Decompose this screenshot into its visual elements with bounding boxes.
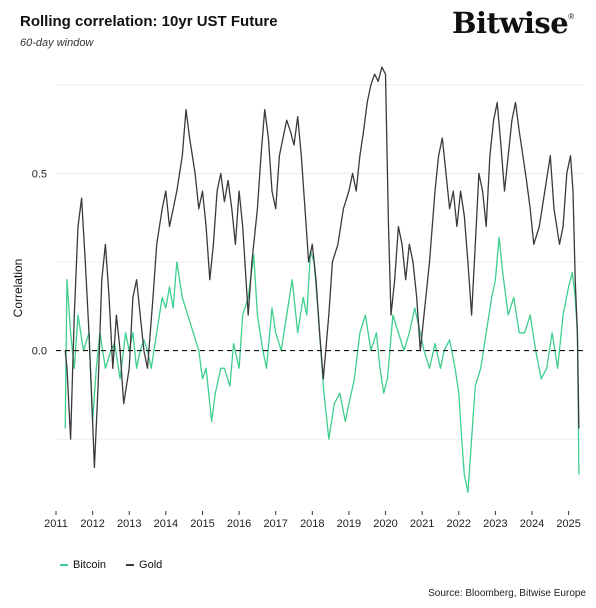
legend: Bitcoin Gold: [60, 559, 174, 571]
grid-layer: [56, 84, 584, 440]
series-line-gold: [64, 66, 580, 469]
x-tick-label: 2019: [337, 518, 361, 530]
x-tick-label: 2015: [190, 518, 214, 530]
x-tick-label: 2023: [483, 518, 507, 530]
x-tick-label: 2021: [410, 518, 434, 530]
x-tick-label: 2012: [80, 518, 104, 530]
x-tick-label: 2020: [373, 518, 397, 530]
legend-item-bitcoin: Bitcoin: [60, 559, 106, 571]
legend-label-gold: Gold: [139, 559, 163, 571]
legend-key-bitcoin: [60, 564, 68, 566]
x-tick-label: 2016: [227, 518, 251, 530]
x-tick-label: 2017: [263, 518, 287, 530]
legend-item-gold: Gold: [126, 559, 162, 571]
legend-label-bitcoin: Bitcoin: [73, 559, 107, 571]
x-tick-label: 2024: [520, 518, 544, 530]
x-tick-label: 2018: [300, 518, 324, 530]
logo-text: Bitwise: [452, 6, 569, 40]
chart-subtitle: 60-day window: [20, 37, 94, 49]
x-tick-label: 2022: [447, 518, 471, 530]
source-note: Source: Bloomberg, Bitwise Europe: [428, 588, 586, 599]
x-tick-label: 2014: [154, 518, 178, 530]
series-layer: [64, 66, 580, 493]
y-axis-label: Correlation: [11, 259, 25, 318]
y-tick-label: 0.0: [32, 346, 47, 358]
axis-layer: 0.0 0.5 2011 2012 2013 2014 2015 2016 2017 2018 20…: [32, 168, 584, 530]
bitwise-logo: Bitwise®: [452, 6, 574, 40]
y-tick-label: 0.5: [32, 168, 47, 180]
registered-mark: ®: [568, 12, 574, 21]
chart-title: Rolling correlation: 10yr UST Future: [20, 13, 278, 30]
legend-key-gold: [126, 564, 135, 566]
x-tick-label: 2011: [44, 518, 68, 530]
x-tick-label: 2013: [117, 518, 141, 530]
x-tick-label: 2025: [556, 518, 580, 530]
